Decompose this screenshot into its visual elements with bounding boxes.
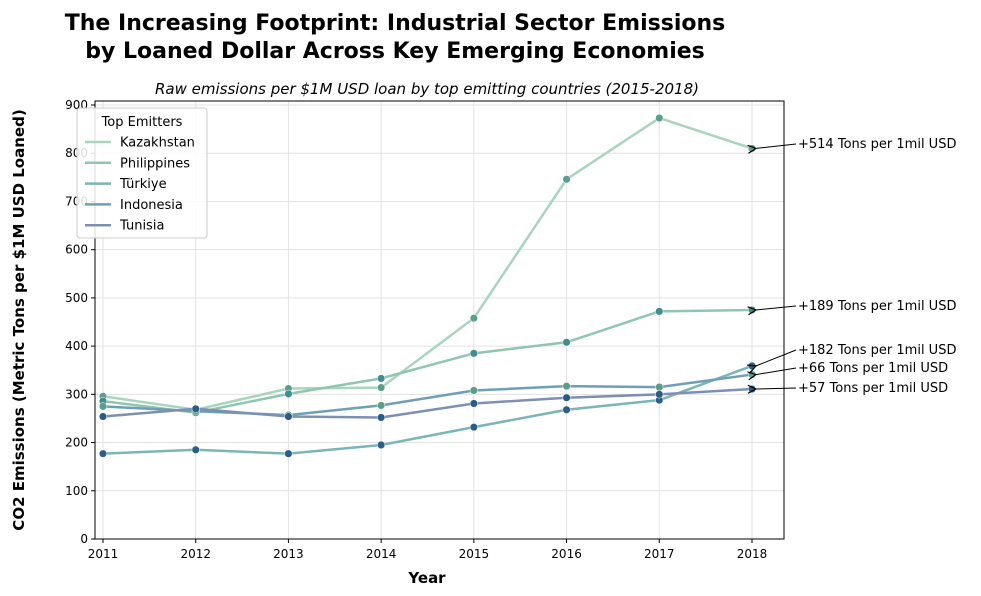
data-point [98, 449, 108, 458]
legend-entry: Indonesia [120, 198, 183, 213]
data-point [655, 383, 664, 392]
data-point [747, 384, 757, 394]
x-tick-label: 2018 [737, 547, 768, 561]
legend-entry: Philippines [120, 156, 190, 171]
x-tick-label: 2015 [459, 547, 490, 561]
annotation-arrow [756, 305, 797, 310]
data-point [562, 338, 571, 347]
data-point [747, 144, 757, 153]
data-point [377, 383, 386, 392]
data-point [562, 405, 571, 414]
legend-entry: Türkiye [119, 177, 167, 192]
data-point [747, 370, 757, 379]
chart-title-line-2: by Loaned Dollar Across Key Emerging Eco… [85, 39, 705, 64]
y-tick-label: 400 [65, 339, 88, 353]
data-point [655, 307, 664, 316]
x-tick-label: 2014 [366, 547, 397, 561]
annotation-label: +514 Tons per 1mil USD [798, 137, 956, 152]
series-line-tunisia [102, 387, 753, 419]
data-point [562, 382, 571, 391]
annotation-label: +57 Tons per 1mil USD [798, 381, 948, 396]
x-axis-label: Year [407, 569, 446, 587]
plot-frame [94, 100, 785, 540]
y-tick-label: 200 [65, 436, 88, 450]
data-point [191, 404, 200, 413]
annotation-arrow [756, 367, 797, 375]
data-point [655, 390, 664, 399]
y-tick-label: 300 [65, 387, 88, 401]
data-point [377, 374, 386, 383]
y-axis-label: CO2 Emissions (Metric Tons per $1M USD L… [10, 109, 28, 530]
data-point [469, 314, 478, 323]
series-line-indonesia [102, 373, 753, 417]
y-tick-label: 500 [65, 291, 88, 305]
legend-entry: Tunisia [119, 219, 164, 234]
data-point [469, 423, 478, 432]
legend: Top Emitters Kazakhstan Philippines Türkiy… [76, 107, 208, 239]
data-point [469, 386, 478, 395]
data-point [469, 399, 478, 408]
data-point [469, 349, 478, 358]
data-point [562, 175, 571, 184]
legend-entry: Kazakhstan [120, 136, 195, 151]
data-point [284, 389, 293, 398]
annotation-arrow [756, 349, 797, 366]
data-point [284, 449, 293, 458]
chart-title-line-1: The Increasing Footprint: Industrial Sec… [65, 11, 725, 36]
x-tick-label: 2011 [88, 547, 119, 561]
x-tick-label: 2016 [551, 547, 582, 561]
data-point [562, 393, 571, 402]
x-tick-label: 2017 [644, 547, 675, 561]
data-point [377, 401, 386, 410]
annotation-arrow [756, 143, 797, 148]
y-tick-label: 100 [65, 484, 88, 498]
x-tick-label: 2013 [273, 547, 304, 561]
data-point [747, 361, 757, 370]
annotation-label: +66 Tons per 1mil USD [798, 361, 948, 376]
annotation-arrow [756, 388, 797, 389]
data-point [98, 412, 108, 421]
y-tick-label: 0 [80, 532, 88, 546]
annotation-label: +182 Tons per 1mil USD [798, 343, 956, 358]
y-tick-label: 600 [65, 243, 88, 257]
legend-title: Top Emitters [101, 115, 183, 130]
data-point [377, 413, 386, 422]
data-point [747, 305, 757, 315]
annotation-label: +189 Tons per 1mil USD [798, 299, 956, 314]
chart-subtitle: Raw emissions per $1M USD loan by top em… [155, 80, 699, 98]
data-point [98, 402, 108, 411]
data-point [191, 445, 200, 454]
data-point [655, 113, 664, 123]
data-point [284, 412, 293, 421]
series-line-kazakhstan [102, 116, 753, 412]
data-point [377, 440, 386, 450]
x-tick-label: 2012 [180, 547, 211, 561]
series-line-türkiye [102, 364, 753, 455]
